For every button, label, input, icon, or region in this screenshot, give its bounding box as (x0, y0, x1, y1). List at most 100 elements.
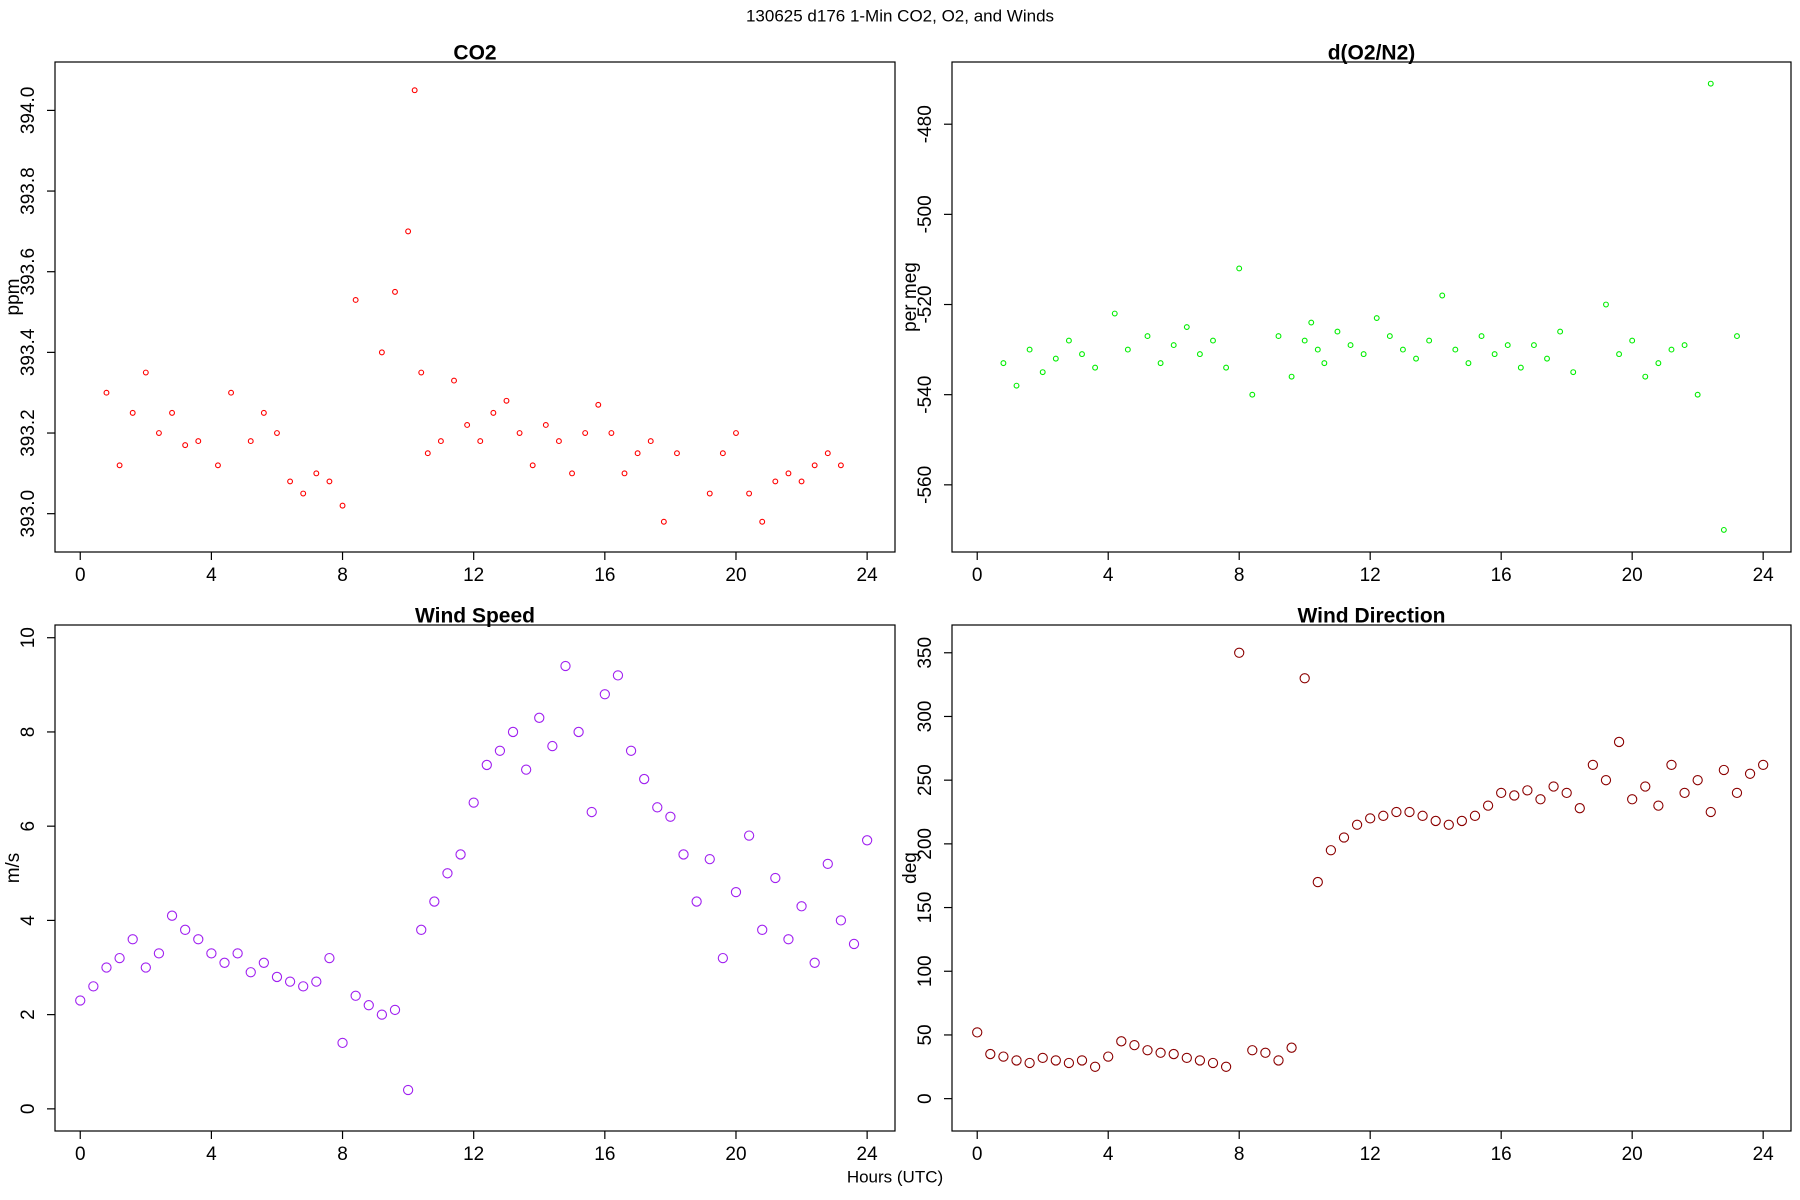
data-point (1157, 360, 1164, 367)
data-point (1013, 382, 1020, 389)
data-point (1155, 1047, 1166, 1058)
data-point (1079, 351, 1085, 358)
data-point (534, 712, 545, 723)
data-point (770, 872, 781, 884)
data-point (678, 849, 689, 860)
data-point (260, 409, 267, 416)
data-point (1718, 764, 1730, 776)
data-point (660, 518, 667, 525)
x-tick-label: 8 (1234, 565, 1245, 586)
y-tick-label: 394.0 (18, 87, 39, 135)
data-point (1616, 351, 1623, 358)
data-point (1220, 1061, 1232, 1072)
data-point (424, 450, 431, 457)
y-tick-label: 0 (915, 1093, 936, 1104)
data-point (1668, 346, 1675, 353)
data-point (796, 901, 807, 912)
x-tick-label: 0 (972, 565, 983, 586)
data-point (1286, 1042, 1297, 1053)
data-point (350, 990, 361, 1001)
data-point (516, 430, 523, 436)
data-point (1338, 832, 1350, 843)
x-tick-label: 8 (337, 1144, 348, 1165)
data-point (1050, 1055, 1061, 1066)
panel-title: d(O2/N2) (1328, 42, 1416, 65)
x-tick-label: 24 (1753, 565, 1775, 586)
data-point (639, 773, 650, 785)
data-point (1452, 346, 1459, 353)
data-point (717, 952, 729, 964)
data-point (451, 377, 457, 384)
data-point (1570, 369, 1577, 376)
data-point (1312, 876, 1323, 888)
data-point (455, 849, 466, 860)
data-point (1496, 787, 1507, 799)
data-point (1092, 364, 1099, 371)
data-point (326, 478, 333, 485)
data-point (416, 924, 427, 935)
data-point (442, 868, 453, 879)
x-tick-label: 16 (594, 1144, 615, 1165)
data-point (665, 811, 676, 822)
data-point (195, 438, 202, 445)
data-point (1491, 351, 1498, 358)
data-point (1530, 342, 1537, 349)
x-tick-label: 20 (725, 565, 746, 586)
data-point (798, 478, 805, 485)
data-point (352, 296, 359, 303)
data-point (1275, 333, 1282, 340)
data-point (1236, 265, 1243, 272)
data-point (1365, 813, 1376, 824)
data-point (998, 1051, 1009, 1062)
y-tick-label: 0 (18, 1104, 39, 1115)
data-point (247, 438, 254, 445)
data-point (258, 957, 270, 968)
data-point (287, 478, 294, 485)
data-point (1666, 759, 1677, 771)
x-tick-label: 20 (1622, 1144, 1643, 1165)
data-point (1273, 1055, 1284, 1066)
x-tick-label: 20 (1622, 565, 1643, 586)
data-point (1681, 342, 1688, 349)
data-point (1196, 351, 1203, 358)
data-point (1142, 1045, 1153, 1056)
data-point (1522, 785, 1533, 796)
data-point (392, 288, 398, 295)
data-point (1144, 333, 1151, 340)
data-point (481, 759, 492, 771)
y-tick-label: 350 (915, 637, 936, 669)
y-tick-label: 50 (915, 1024, 936, 1045)
data-point (1129, 1039, 1140, 1051)
x-tick-label: 4 (1103, 565, 1114, 586)
data-point (116, 462, 123, 469)
x-tick-label: 12 (1360, 565, 1381, 586)
y-tick-label: -480 (915, 105, 936, 143)
y-tick-label: 300 (915, 701, 936, 733)
panel-title: Wind Direction (1298, 605, 1446, 628)
data-point (311, 976, 322, 987)
data-point (848, 938, 860, 950)
data-point (129, 409, 136, 416)
data-point (1707, 80, 1714, 87)
data-point (1443, 819, 1454, 830)
data-point (1089, 1061, 1101, 1072)
data-point (193, 934, 204, 945)
y-tick-label: -540 (915, 376, 936, 414)
data-point (1469, 810, 1481, 821)
x-tick-label: 4 (206, 565, 217, 586)
data-point (284, 976, 296, 987)
data-point (88, 981, 99, 992)
data-point (746, 490, 753, 497)
data-point (1399, 346, 1406, 353)
y-axis-label: m/s (3, 853, 24, 884)
panel-title: CO2 (453, 42, 496, 65)
data-point (468, 797, 479, 808)
data-point (1103, 1051, 1114, 1062)
data-point (1183, 324, 1190, 331)
data-point (1039, 369, 1046, 376)
plot-frame (54, 624, 896, 1132)
data-point (103, 389, 110, 396)
data-point (1247, 1045, 1258, 1056)
data-point (1456, 815, 1468, 827)
data-point (402, 1084, 414, 1096)
